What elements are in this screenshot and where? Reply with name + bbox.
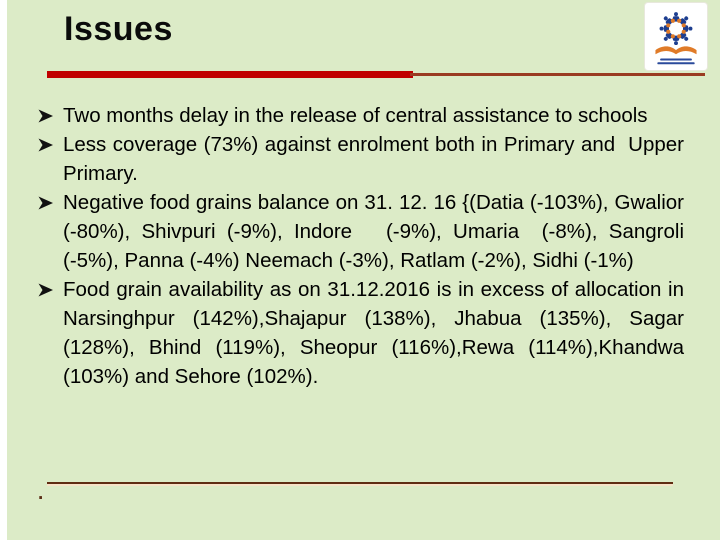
slide-body: Two months delay in the release of centr…	[38, 101, 684, 391]
arrow-bullet-icon	[38, 109, 53, 123]
bullet-text: Less coverage (73%) against enrolment bo…	[63, 133, 684, 185]
arrow-bullet-icon	[38, 283, 53, 297]
logo-book-icon	[655, 45, 697, 54]
title-underline-extension	[410, 73, 705, 76]
arrow-bullet-icon	[38, 196, 53, 210]
bullet-item: Two months delay in the release of centr…	[38, 101, 684, 130]
mdm-logo	[645, 3, 707, 70]
bullet-item: Food grain availability as on 31.12.2016…	[38, 275, 684, 391]
bullet-text: Food grain availability as on 31.12.2016…	[63, 278, 684, 388]
bullet-item: Negative food grains balance on 31. 12. …	[38, 188, 684, 275]
arrow-bullet-icon	[38, 138, 53, 152]
bullet-text: Two months delay in the release of centr…	[63, 104, 648, 127]
footer-period-marker: .	[38, 483, 44, 504]
bullet-text: Negative food grains balance on 31. 12. …	[63, 191, 684, 272]
logo-caption-lines	[657, 57, 695, 64]
page-title: Issues	[64, 10, 173, 48]
logo-orange-dots	[666, 18, 686, 38]
mdm-logo-emblem-icon	[655, 11, 697, 64]
footer-rule	[47, 482, 673, 484]
bullet-list: Two months delay in the release of centr…	[38, 101, 684, 391]
title-underline	[47, 71, 413, 78]
bullet-item: Less coverage (73%) against enrolment bo…	[38, 130, 684, 188]
left-margin-strip	[0, 0, 7, 540]
